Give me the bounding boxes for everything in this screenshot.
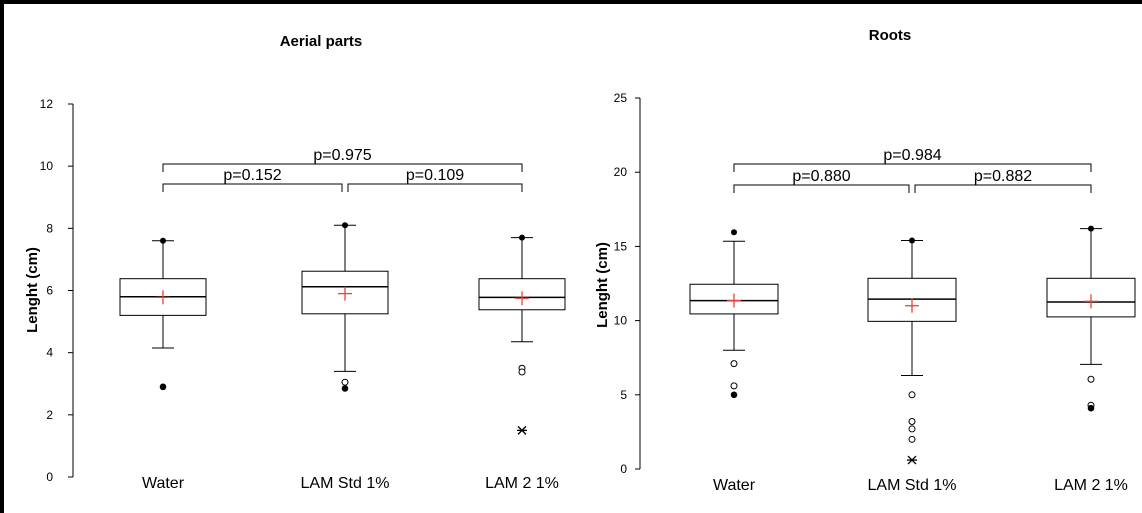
roots-y-tick-label: 20 <box>614 165 628 179</box>
roots-comparison-bracket <box>914 184 1092 193</box>
roots-y-axis-label: Lenght (cm) <box>594 242 611 328</box>
roots-outlier-point <box>908 418 916 426</box>
aerial-comparison-bracket <box>347 183 523 192</box>
aerial-box-iqr <box>301 270 389 315</box>
aerial-extreme-point <box>341 385 349 392</box>
roots-p-value-label: p=0.880 <box>792 168 850 185</box>
aerial-y-tick-label: 2 <box>46 408 53 422</box>
roots-extreme-point <box>730 391 738 399</box>
roots-y-tick-label: 0 <box>620 462 627 476</box>
aerial-chart-title: Aerial parts <box>280 33 363 50</box>
roots-outlier-point <box>1087 375 1095 383</box>
roots-box-iqr <box>689 283 779 315</box>
aerial-y-axis-label: Lenght (cm) <box>24 247 41 333</box>
aerial-category-label: LAM Std 1% <box>301 475 390 492</box>
roots-y-tick-label: 15 <box>614 239 628 253</box>
aerial-y-tick-label: 4 <box>46 346 53 360</box>
roots-comparison-bracket <box>733 163 1092 172</box>
aerial-comparison-bracket <box>162 183 343 192</box>
aerial-max-point <box>519 234 525 241</box>
aerial-y-tick-label: 8 <box>46 221 53 235</box>
aerial-category-label: Water <box>142 475 185 492</box>
roots-category-label: Water <box>713 477 756 494</box>
roots-chart-title: Roots <box>869 27 912 44</box>
roots-y-tick-label: 25 <box>614 91 628 105</box>
aerial-max-point <box>342 222 348 229</box>
roots-extreme-point <box>1087 404 1095 412</box>
roots-box-iqr <box>1046 277 1136 318</box>
roots-y-tick-label: 10 <box>614 314 628 328</box>
roots-p-value-label: p=0.984 <box>883 147 941 164</box>
roots-max-point <box>731 229 737 236</box>
roots-category-label: LAM 2 1% <box>1054 477 1128 494</box>
aerial-max-point <box>160 237 166 244</box>
aerial-outlier-point <box>518 368 526 376</box>
roots-y-tick-label: 5 <box>620 388 627 402</box>
aerial-p-value-label: p=0.152 <box>223 167 281 184</box>
roots-outlier-point <box>730 382 738 390</box>
roots-p-value-label: p=0.882 <box>974 168 1032 185</box>
aerial-comparison-bracket <box>162 163 523 172</box>
aerial-extreme-point <box>159 383 167 391</box>
roots-max-point <box>1088 225 1094 232</box>
aerial-p-value-label: p=0.109 <box>406 167 464 184</box>
aerial-y-tick-label: 12 <box>40 97 54 111</box>
roots-outlier-point <box>730 360 738 368</box>
aerial-category-label: LAM 2 1% <box>485 475 559 492</box>
roots-category-label: LAM Std 1% <box>868 477 957 494</box>
aerial-outlier-point <box>341 378 349 386</box>
aerial-p-value-label: p=0.975 <box>313 147 371 164</box>
roots-outlier-point <box>908 391 916 399</box>
roots-outlier-point <box>908 425 916 433</box>
aerial-y-tick-label: 0 <box>46 470 53 484</box>
roots-outlier-point <box>908 435 916 443</box>
aerial-y-tick-label: 10 <box>40 159 54 173</box>
aerial-box-iqr <box>478 278 566 311</box>
roots-max-point <box>909 237 915 244</box>
aerial-y-tick-label: 6 <box>46 284 53 298</box>
roots-comparison-bracket <box>733 184 910 193</box>
